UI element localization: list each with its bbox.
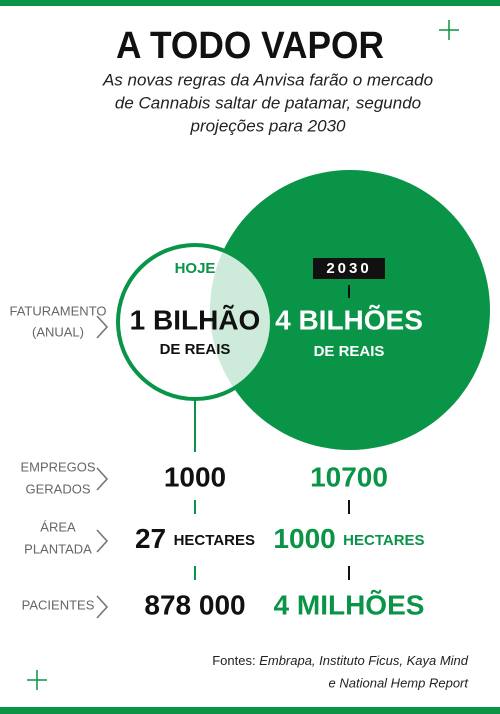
plus-icon	[439, 20, 459, 40]
sources-line: Embrapa, Instituto Ficus, Kaya Mind	[259, 653, 469, 668]
today-value: 1 BILHÃO	[130, 304, 261, 335]
value: 27	[135, 523, 166, 554]
year-box	[313, 258, 385, 279]
today-unit: DE REAIS	[160, 341, 231, 358]
row-label: PLANTADA	[24, 541, 92, 556]
row-label: ÁREA	[40, 519, 76, 534]
title: A TODO VAPOR	[116, 25, 384, 67]
sources-prefix: Fontes:	[212, 653, 255, 668]
future-value: 4 BILHÕES	[275, 304, 423, 335]
value: 1000	[273, 523, 335, 554]
future-value: 4 MILHÕES	[274, 589, 425, 620]
chevron	[96, 315, 109, 339]
bottom-bar	[0, 707, 500, 714]
subtitle: projeções para 2030	[189, 116, 346, 135]
row-label: GERADOS	[25, 481, 90, 496]
subtitle: As novas regras da Anvisa farão o mercad…	[102, 70, 433, 89]
plus-icon	[27, 670, 47, 690]
top-bar	[0, 0, 500, 6]
today-value: 1000	[164, 461, 226, 492]
future-value: 10700	[310, 461, 388, 492]
subtitle: de Cannabis saltar de patamar, segundo	[115, 93, 421, 112]
connectors	[194, 285, 350, 580]
today-value: 27 HECTARES	[135, 523, 255, 554]
row-label: EMPREGOS	[20, 459, 95, 474]
today-value: 878 000	[144, 589, 245, 620]
sources-line: e National Hemp Report	[329, 675, 470, 690]
chevron	[96, 595, 109, 619]
future-value: 1000 HECTARES	[273, 523, 424, 554]
sources: Fontes: Embrapa, Instituto Ficus, Kaya M…	[212, 653, 469, 668]
today-header: HOJE	[175, 260, 216, 277]
unit: HECTARES	[343, 532, 424, 549]
row-label: PACIENTES	[22, 597, 95, 612]
row-label: FATURAMENTO	[9, 303, 106, 318]
unit: HECTARES	[174, 532, 255, 549]
future-circle	[210, 170, 490, 450]
chevron	[96, 529, 109, 553]
row-label: (ANUAL)	[32, 324, 84, 339]
future-header: 2030	[326, 260, 371, 277]
future-unit: DE REAIS	[314, 343, 385, 360]
chevron	[96, 467, 109, 491]
